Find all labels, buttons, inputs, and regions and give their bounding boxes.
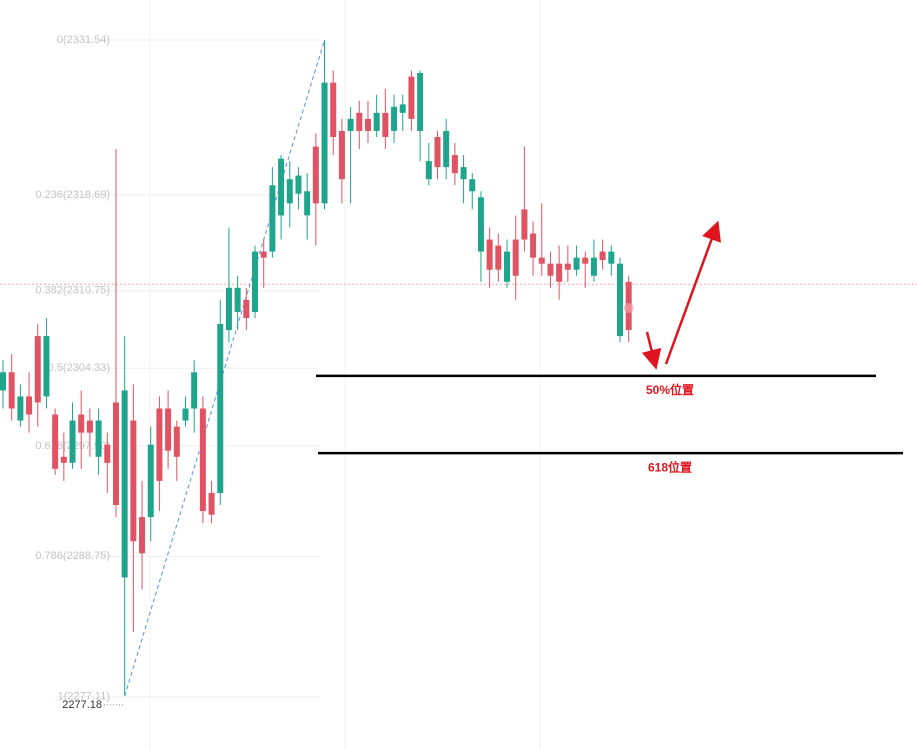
candle-body xyxy=(295,175,302,194)
support-label: 50%位置 xyxy=(646,382,694,397)
candle-body xyxy=(121,390,128,578)
candle-body xyxy=(608,251,615,264)
candle-body xyxy=(34,336,41,403)
candle-body xyxy=(112,402,119,506)
candle-body xyxy=(199,408,206,512)
candle-body xyxy=(573,257,580,270)
candle-body xyxy=(599,251,606,261)
candle-body xyxy=(69,420,76,463)
candle-body xyxy=(469,179,476,192)
candle-body xyxy=(26,396,33,415)
arrow-up xyxy=(664,220,721,365)
candle-body xyxy=(304,191,311,216)
candle-body xyxy=(252,251,259,312)
candle-body xyxy=(425,161,432,180)
candle-body xyxy=(60,456,67,463)
candle-body xyxy=(460,167,467,180)
fib-label: 0.236(2318.69) xyxy=(35,189,110,201)
candle-body xyxy=(173,426,180,457)
candle-body xyxy=(521,209,528,240)
candle-body xyxy=(477,197,484,252)
candle-body xyxy=(434,136,441,168)
candle-body xyxy=(356,112,363,131)
candle-body xyxy=(208,492,215,515)
candle-body xyxy=(156,408,163,481)
candle-body xyxy=(130,420,137,542)
candle-body xyxy=(286,179,293,204)
candle-body xyxy=(443,130,450,168)
candle-body xyxy=(330,82,337,137)
fib-label: 1(2277.11) xyxy=(58,691,110,703)
fib-label: 0.786(2288.75) xyxy=(35,550,110,562)
candle-body xyxy=(182,408,189,421)
candle-body xyxy=(338,130,345,180)
candle-body xyxy=(225,287,232,331)
candle-body xyxy=(52,414,59,469)
candle-body xyxy=(547,263,554,276)
fib-trend-line xyxy=(124,39,326,697)
candle-body xyxy=(451,155,458,174)
candle-body xyxy=(486,239,493,270)
candle-body xyxy=(382,112,389,137)
candle-body xyxy=(43,336,50,397)
candle-body xyxy=(8,372,15,409)
candle-body xyxy=(399,104,406,113)
support-label: 618位置 xyxy=(648,459,692,474)
candle-body xyxy=(556,263,563,282)
candle-body xyxy=(582,257,589,264)
candle-body xyxy=(191,372,198,409)
candle-body xyxy=(78,414,85,433)
candle-body xyxy=(321,82,328,204)
candle-body xyxy=(373,112,380,131)
candle-body xyxy=(564,263,571,270)
candle-body xyxy=(364,118,371,131)
candle-body xyxy=(234,287,241,312)
candle-body xyxy=(139,517,146,554)
candle-body xyxy=(278,158,285,216)
candle-body xyxy=(408,76,415,119)
candle-body xyxy=(243,299,250,318)
candle-body xyxy=(95,420,102,457)
candle-body xyxy=(260,251,267,258)
candle-body xyxy=(165,408,172,451)
last-price-dot xyxy=(623,303,634,314)
candle-body xyxy=(312,146,319,204)
candle-body xyxy=(269,185,276,252)
candle-body xyxy=(504,251,511,282)
candle-body xyxy=(530,233,537,258)
candle-body xyxy=(104,444,111,463)
candle-body xyxy=(86,420,93,433)
candle-body xyxy=(391,106,398,131)
fib-label: 0.382(2310.75) xyxy=(35,285,110,297)
candle-body xyxy=(616,263,623,337)
candle-body xyxy=(0,372,6,391)
candle-body xyxy=(217,324,224,493)
candle-body xyxy=(512,239,519,276)
candle-body xyxy=(538,257,545,264)
candle-body xyxy=(147,444,154,518)
low-label: 2277.18 xyxy=(62,699,102,711)
candle-body xyxy=(17,396,24,421)
candle-body xyxy=(417,73,424,131)
fib-label: 0.5(2304.33) xyxy=(48,362,110,374)
candle-body xyxy=(347,118,354,131)
candle-body xyxy=(495,245,502,270)
arrow-down xyxy=(641,331,662,370)
fib-label: 0(2331.54) xyxy=(57,34,110,46)
candle-body xyxy=(590,257,597,276)
